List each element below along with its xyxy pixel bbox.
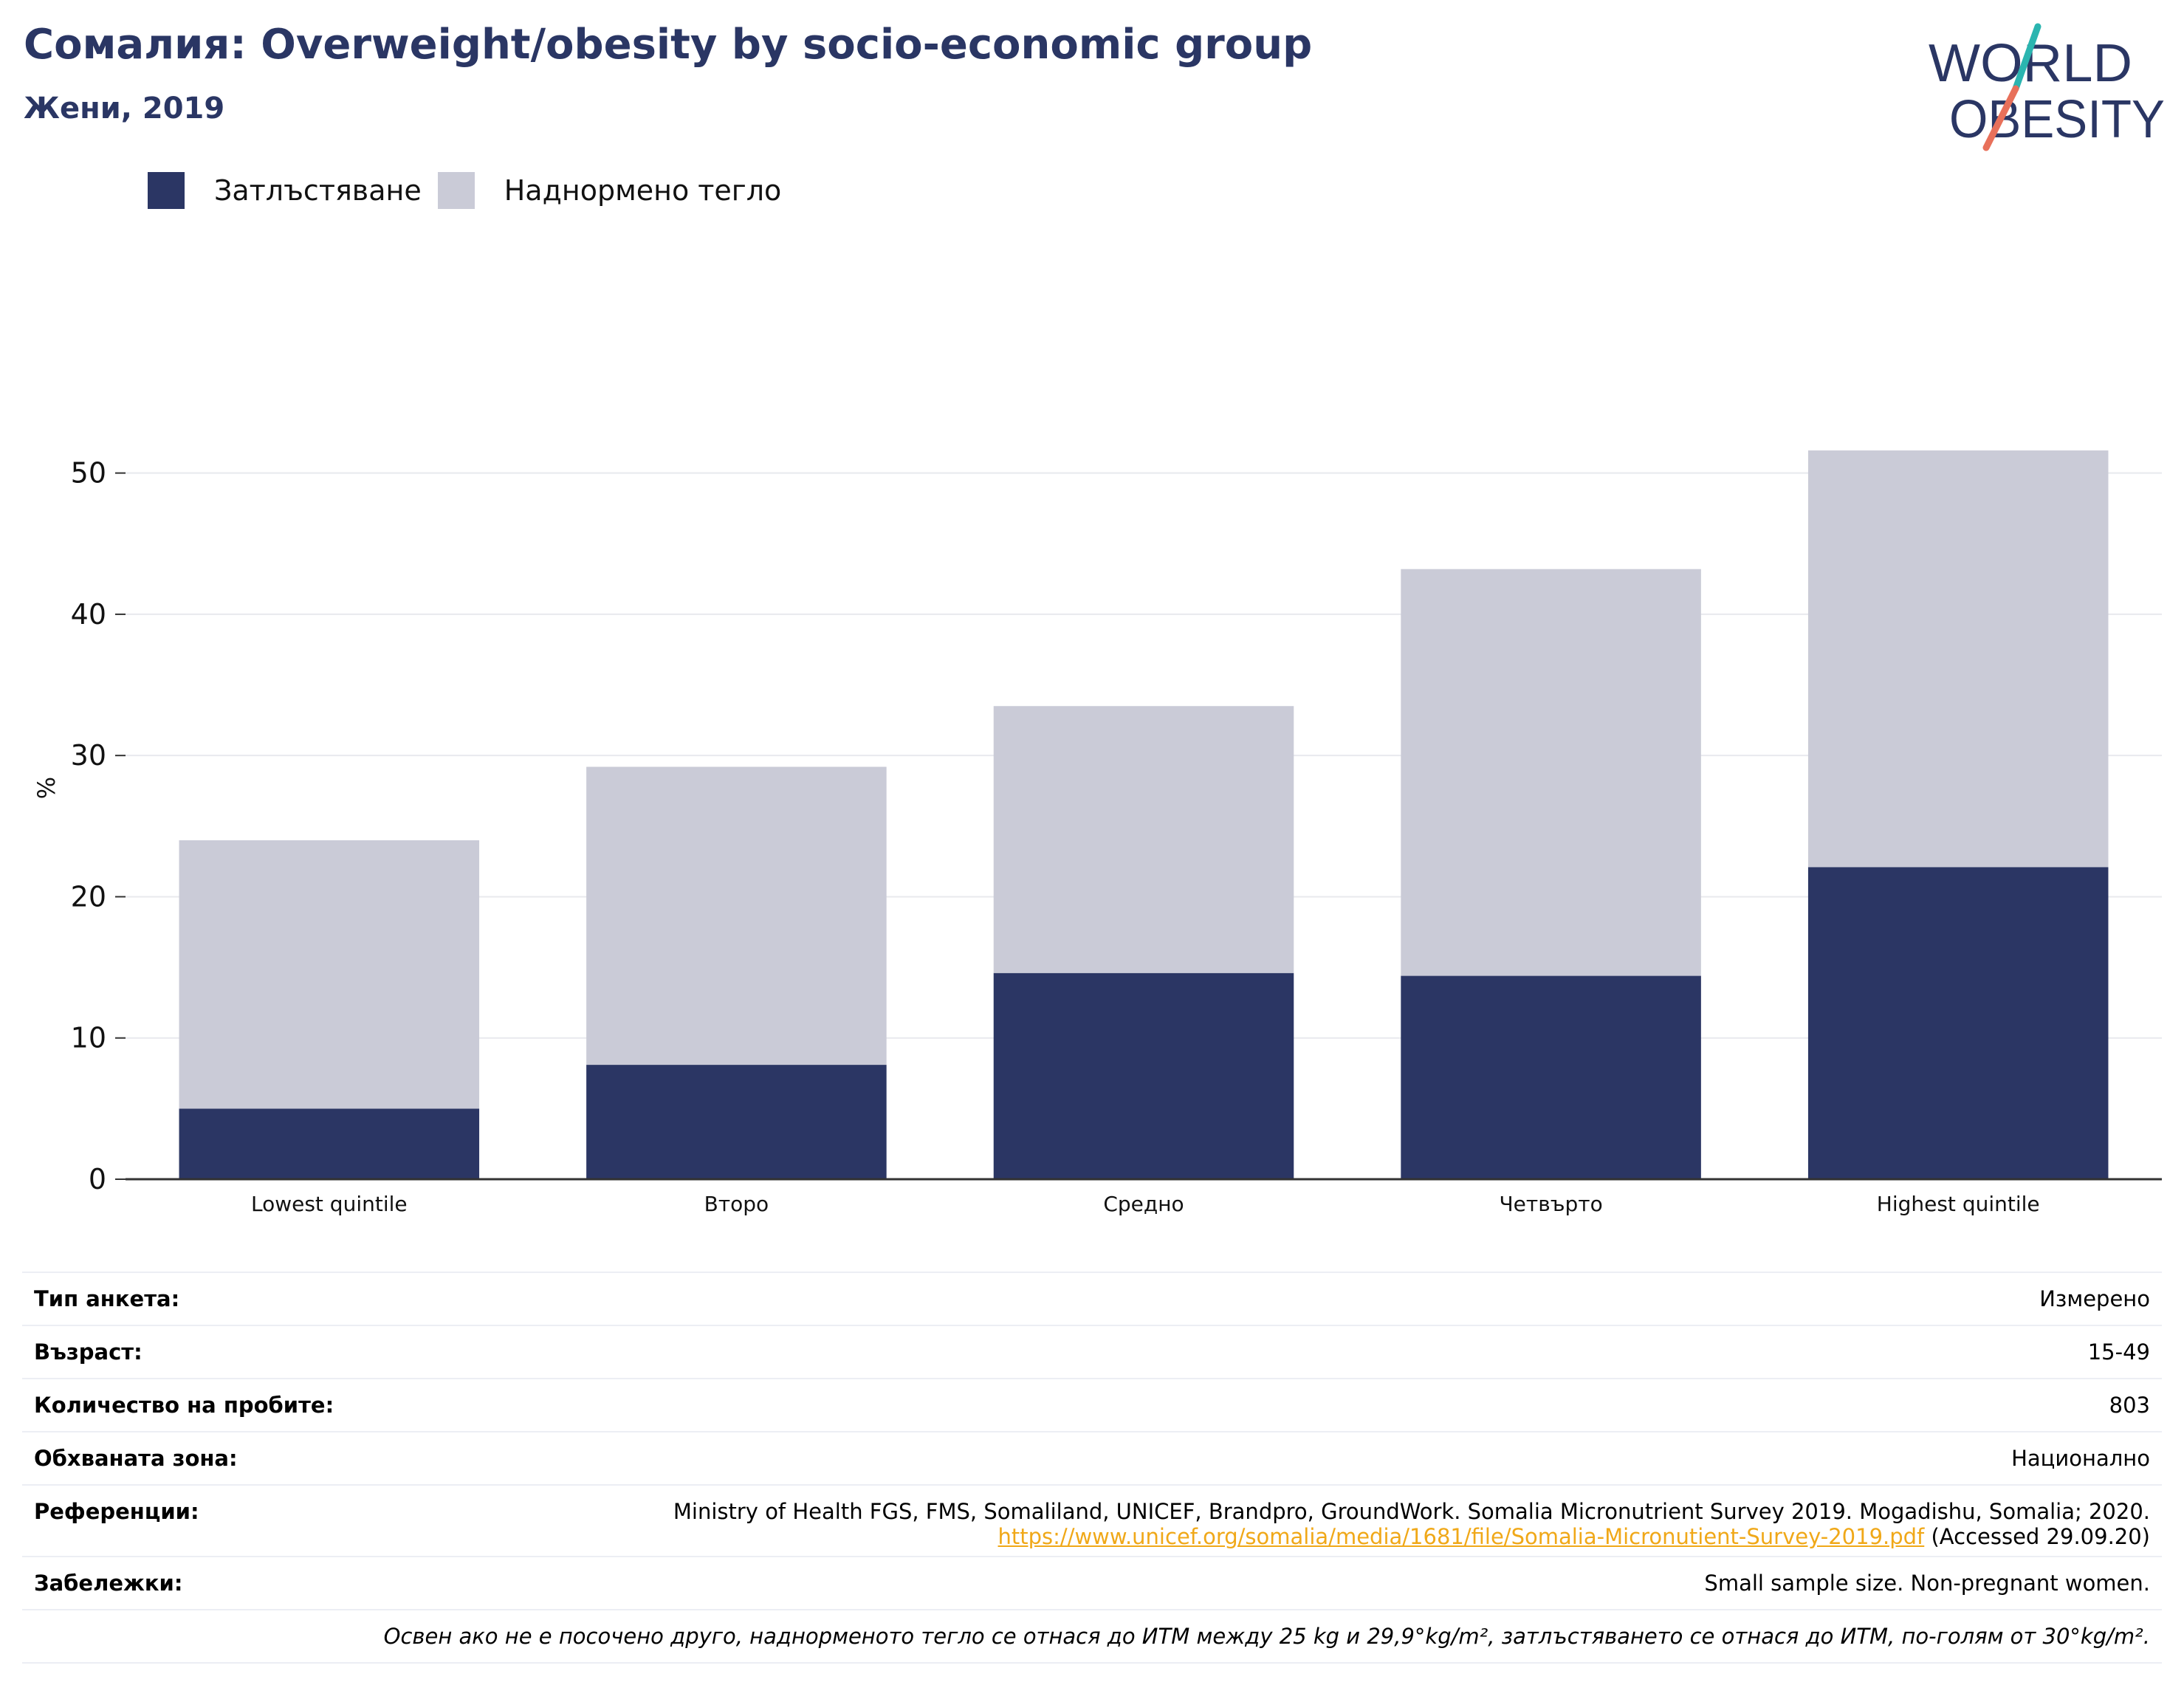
- y-tick-label: 20: [71, 880, 106, 913]
- chart-title: Сомалия: Overweight/obesity by socio-eco…: [24, 21, 1313, 69]
- meta-value: Национално: [2011, 1446, 2150, 1471]
- bar-overweight: [586, 766, 887, 1066]
- legend-swatch-obesity: [148, 172, 185, 209]
- bar-chart: 0 10 20 30 40 50% Lowest quintile Второ Средно Че…: [32, 450, 2162, 1216]
- meta-row-references: Референции: Ministry of Health FGS, FMS,…: [22, 1484, 2162, 1556]
- bar-overweight: [179, 840, 480, 1109]
- meta-key: Тип анкета:: [34, 1286, 180, 1311]
- legend: Затлъстяване Наднормено тегло: [148, 170, 797, 211]
- bar-obesity: [1401, 975, 1701, 1179]
- legend-item-overweight[interactable]: Наднормено тегло: [437, 172, 782, 209]
- logo-slash-teal: [2012, 23, 2042, 92]
- x-tick-label: Highest quintile: [1877, 1192, 2040, 1216]
- legend-swatch-overweight: [437, 172, 475, 209]
- meta-row-coverage: Обхваната зона: Национално: [22, 1431, 2162, 1484]
- bar-overweight: [1807, 450, 2109, 868]
- references-text: Ministry of Health FGS, FMS, Somaliland,…: [673, 1499, 2150, 1524]
- meta-row-notes: Забележки: Small sample size. Non-pregna…: [22, 1556, 2162, 1609]
- references-link[interactable]: https://www.unicef.org/somalia/media/168…: [997, 1524, 1925, 1549]
- x-tick-label: Второ: [704, 1192, 769, 1216]
- y-tick-label: 10: [71, 1022, 106, 1054]
- meta-key: Количество на пробите:: [34, 1393, 334, 1418]
- meta-key: Възраст:: [34, 1339, 142, 1365]
- world-obesity-logo: WORLD OBESITY: [1929, 23, 2165, 151]
- x-tick-label: Четвърто: [1499, 1192, 1602, 1216]
- meta-key: Забележки:: [34, 1571, 183, 1596]
- metadata-table: Тип анкета: Измерено Възраст: 15-49 Коли…: [22, 1272, 2162, 1664]
- logo-slash-coral: [1982, 85, 2019, 151]
- references-value: Ministry of Health FGS, FMS, Somaliland,…: [673, 1499, 2150, 1549]
- legend-label-obesity: Затлъстяване: [214, 174, 422, 207]
- legend-item-obesity[interactable]: Затлъстяване: [148, 172, 422, 209]
- bar-obesity: [1807, 867, 2109, 1179]
- y-tick-label: 30: [71, 739, 106, 772]
- bar-obesity: [179, 1108, 480, 1179]
- logo-word-obesity: OBESITY: [1949, 90, 2165, 149]
- y-tick-label: 50: [71, 457, 106, 490]
- meta-row-footnote: Освен ако не е посочено друго, наднормен…: [22, 1609, 2162, 1664]
- y-tick-label: 40: [71, 598, 106, 631]
- footnote: Освен ако не е посочено друго, наднормен…: [383, 1624, 2150, 1649]
- meta-row-sample-size: Количество на пробите: 803: [22, 1378, 2162, 1431]
- meta-key: Обхваната зона:: [34, 1446, 238, 1471]
- meta-key: Референции:: [34, 1499, 199, 1524]
- x-tick-label: Средно: [1103, 1192, 1184, 1216]
- references-accessed: (Accessed 29.09.20): [1924, 1524, 2150, 1549]
- y-tick-label: 0: [89, 1163, 106, 1195]
- meta-row-age: Възраст: 15-49: [22, 1325, 2162, 1378]
- y-axis-label: %: [32, 777, 61, 799]
- bar-obesity: [993, 972, 1294, 1179]
- meta-value: 803: [2109, 1393, 2150, 1418]
- chart-subtitle: Жени, 2019: [24, 92, 225, 126]
- meta-row-survey-type: Тип анкета: Измерено: [22, 1272, 2162, 1325]
- legend-label-overweight: Наднормено тегло: [504, 174, 782, 207]
- x-tick-label: Lowest quintile: [251, 1192, 408, 1216]
- bar-obesity: [586, 1065, 887, 1179]
- meta-value: 15-49: [2087, 1339, 2150, 1365]
- meta-value: Измерено: [2039, 1286, 2150, 1311]
- bar-overweight: [1401, 569, 1701, 976]
- meta-value: Small sample size. Non-pregnant women.: [1704, 1571, 2150, 1596]
- bar-overweight: [993, 706, 1294, 973]
